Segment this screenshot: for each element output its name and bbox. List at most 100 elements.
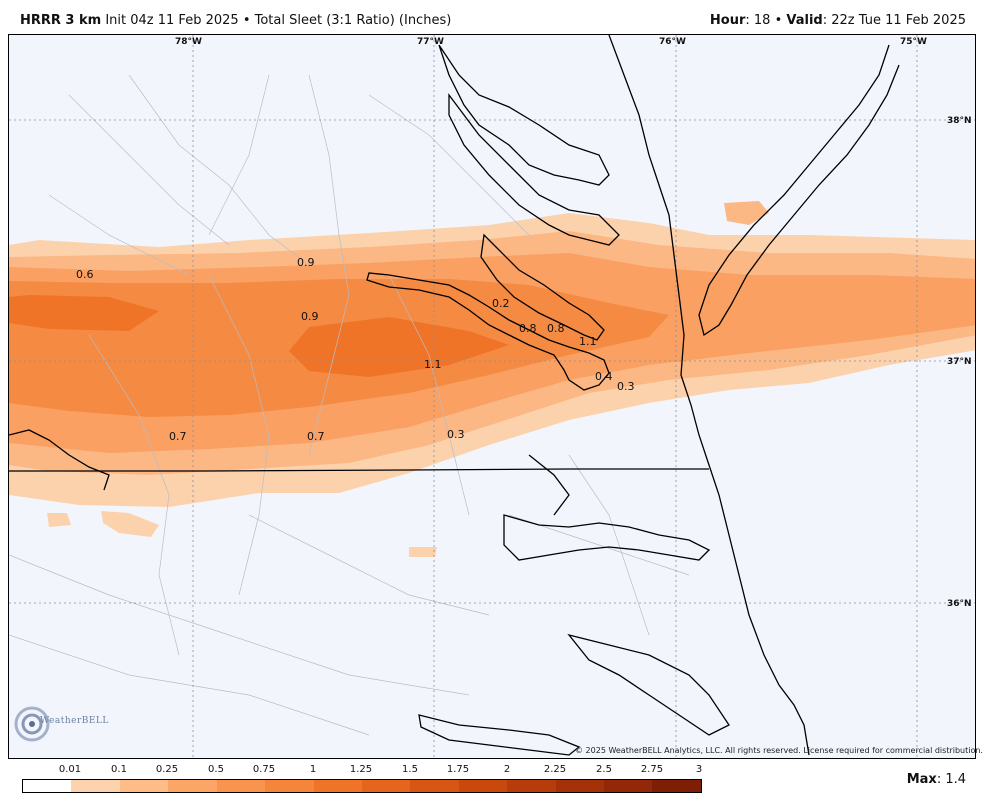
lat-label-37: 37°N bbox=[947, 357, 972, 367]
legend-swatch bbox=[168, 780, 217, 792]
value-label: 0.7 bbox=[307, 430, 325, 443]
lon-label-76: 76°W bbox=[659, 37, 686, 47]
sleet-blob-north bbox=[724, 201, 769, 225]
color-legend: 0.01 0.1 0.25 0.5 0.75 1 1.25 1.5 1.75 2… bbox=[22, 764, 702, 804]
chesapeake-west-shore bbox=[608, 35, 685, 376]
nc-inland-river bbox=[9, 429, 110, 491]
map-canvas[interactable]: 78°W 77°W 76°W 75°W 38°N 37°N 36°N 0.6 0… bbox=[9, 35, 976, 759]
swirl-icon bbox=[14, 706, 50, 742]
legend-swatch bbox=[265, 780, 314, 792]
albemarle-sound bbox=[503, 514, 711, 561]
county-line bbox=[208, 274, 270, 596]
valid-value: : 22z Tue 11 Feb 2025 bbox=[822, 13, 966, 28]
coastlines bbox=[9, 35, 900, 756]
atlantic-coast bbox=[680, 374, 810, 756]
value-label: 1.1 bbox=[579, 335, 597, 348]
value-label: 0.8 bbox=[519, 322, 537, 335]
legend-tick: 0.5 bbox=[208, 764, 224, 775]
lon-label-78: 78°W bbox=[175, 37, 202, 47]
county-line bbox=[9, 554, 470, 696]
county-line bbox=[88, 334, 180, 656]
legend-tick: 1.5 bbox=[402, 764, 418, 775]
county-lines bbox=[9, 74, 690, 736]
value-labels: 0.6 0.9 0.9 0.2 0.8 0.8 1.1 1.1 0.4 0.3 … bbox=[76, 256, 635, 443]
legend-swatch bbox=[23, 780, 72, 792]
valid-label: Valid bbox=[786, 13, 823, 28]
value-label: 0.3 bbox=[447, 428, 465, 441]
legend-swatch bbox=[119, 780, 169, 792]
lat-label-36: 36°N bbox=[947, 599, 972, 609]
legend-swatch bbox=[71, 780, 120, 792]
south-sound bbox=[418, 714, 581, 756]
copyright-notice: © 2025 WeatherBELL Analytics, LLC. All r… bbox=[575, 746, 983, 755]
value-label: 0.9 bbox=[297, 256, 315, 269]
county-line bbox=[568, 454, 650, 636]
legend-tick: 1.25 bbox=[349, 764, 373, 775]
county-line bbox=[248, 514, 490, 616]
legend-tick: 1 bbox=[309, 764, 317, 775]
legend-tick: 2.5 bbox=[596, 764, 612, 775]
county-line bbox=[368, 94, 530, 236]
model-name: HRRR 3 km bbox=[20, 13, 102, 28]
value-label: 0.7 bbox=[169, 430, 187, 443]
legend-tick: 2 bbox=[503, 764, 511, 775]
county-line bbox=[208, 74, 270, 236]
sleet-band-core bbox=[9, 295, 509, 377]
legend-tick: 0.25 bbox=[155, 764, 179, 775]
legend-tick: 0.1 bbox=[111, 764, 127, 775]
max-value: : 1.4 bbox=[936, 772, 966, 787]
value-label: 0.8 bbox=[547, 322, 565, 335]
legend-swatch bbox=[604, 780, 653, 792]
value-label: 0.4 bbox=[595, 370, 613, 383]
chesapeake-east-shore bbox=[698, 44, 900, 337]
legend-tick: 1.75 bbox=[446, 764, 470, 775]
legend-swatch bbox=[216, 780, 266, 792]
county-line bbox=[9, 634, 370, 736]
legend-swatch bbox=[458, 780, 508, 792]
graticule bbox=[9, 35, 975, 758]
hour-value: : 18 bbox=[745, 13, 771, 28]
james-river bbox=[366, 272, 610, 391]
product-name: Total Sleet (3:1 Ratio) (Inches) bbox=[254, 13, 452, 28]
map-panel[interactable]: 78°W 77°W 76°W 75°W 38°N 37°N 36°N 0.6 0… bbox=[8, 34, 976, 759]
legend-swatch bbox=[507, 780, 556, 792]
lat-label-38: 38°N bbox=[947, 116, 972, 126]
init-time: Init 04z 11 Feb 2025 bbox=[105, 13, 239, 28]
lower-james bbox=[528, 454, 570, 516]
value-label: 0.3 bbox=[617, 380, 635, 393]
valid-time: Hour: 18 • Valid: 22z Tue 11 Feb 2025 bbox=[710, 13, 966, 28]
rappahannock-river bbox=[448, 93, 620, 246]
legend-swatch bbox=[361, 780, 411, 792]
york-river bbox=[480, 233, 605, 341]
legend-tick: 3 bbox=[695, 764, 703, 775]
county-line bbox=[48, 194, 190, 276]
legend-color-bar bbox=[22, 779, 702, 793]
county-line bbox=[388, 274, 470, 516]
sleet-blob-south bbox=[47, 511, 437, 557]
lon-label-77: 77°W bbox=[417, 37, 444, 47]
pamlico-sound-edge bbox=[567, 633, 730, 736]
value-label: 1.1 bbox=[424, 358, 442, 371]
legend-tick: 0.01 bbox=[58, 764, 82, 775]
header: HRRR 3 km Init 04z 11 Feb 2025 • Total S… bbox=[0, 0, 984, 34]
county-line bbox=[68, 94, 230, 246]
hour-label: Hour bbox=[709, 13, 746, 28]
max-label: Max bbox=[906, 772, 937, 787]
value-label: 0.9 bbox=[301, 310, 319, 323]
value-label: 0.6 bbox=[76, 268, 94, 281]
map-title: HRRR 3 km Init 04z 11 Feb 2025 • Total S… bbox=[20, 13, 451, 28]
legend-tick: 2.25 bbox=[543, 764, 567, 775]
weatherbell-logo: WeatherBELL bbox=[12, 700, 108, 745]
potomac-river bbox=[438, 44, 610, 186]
legend-swatch bbox=[652, 780, 701, 792]
legend-swatch bbox=[410, 780, 459, 792]
legend-tick: 2.75 bbox=[640, 764, 664, 775]
coordinate-labels: 78°W 77°W 76°W 75°W 38°N 37°N 36°N bbox=[175, 37, 972, 609]
sleet-shading bbox=[9, 201, 975, 557]
valid-bullet: • bbox=[774, 13, 783, 28]
logo-text: WeatherBELL bbox=[40, 716, 109, 726]
county-line bbox=[308, 74, 350, 456]
legend-swatch bbox=[313, 780, 362, 792]
lon-label-75: 75°W bbox=[900, 37, 927, 47]
state-border-va-nc bbox=[9, 468, 709, 472]
